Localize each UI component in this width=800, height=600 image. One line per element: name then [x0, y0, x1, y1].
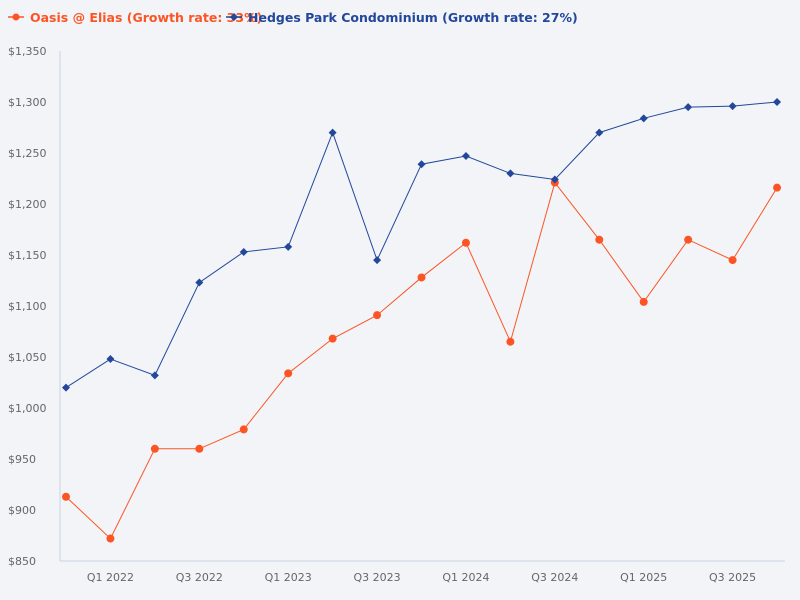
data-point[interactable]	[550, 175, 559, 184]
x-axis-ticks: Q1 2022 Q3 2022 Q1 2023 Q3 2023 Q1 2024 Q3 20…	[87, 571, 756, 584]
series-line	[65, 101, 778, 389]
y-tick-label: $850	[8, 555, 36, 568]
data-point[interactable]	[328, 128, 337, 137]
data-point[interactable]	[773, 183, 782, 192]
legend-label-oasis: Oasis @ Elias (Growth rate: 33%)	[30, 10, 262, 25]
series-line	[65, 181, 778, 540]
legend-diamond-icon	[230, 13, 238, 21]
data-point[interactable]	[284, 242, 293, 251]
data-point[interactable]	[373, 256, 382, 265]
y-tick-label: $1,250	[8, 147, 47, 160]
data-point[interactable]	[684, 235, 693, 244]
legend-item-hedges[interactable]: Hedges Park Condominium (Growth rate: 27…	[226, 10, 578, 25]
data-point[interactable]	[684, 103, 693, 112]
data-point[interactable]	[106, 534, 115, 543]
y-tick-label: $1,050	[8, 351, 47, 364]
x-tick-label: Q1 2023	[265, 571, 312, 584]
data-point[interactable]	[417, 160, 426, 169]
data-point[interactable]	[728, 102, 737, 111]
x-tick-label: Q1 2025	[620, 571, 667, 584]
data-point[interactable]	[461, 152, 470, 161]
y-axis-ticks: $850 $900 $950 $1,000 $1,050 $1,100 $1,150 $1,2…	[8, 45, 47, 568]
data-point[interactable]	[506, 337, 515, 346]
data-point[interactable]	[417, 273, 426, 282]
data-point[interactable]	[728, 256, 737, 265]
series-1	[62, 98, 782, 392]
data-point[interactable]	[595, 235, 604, 244]
data-point[interactable]	[195, 278, 204, 287]
series-0	[62, 178, 782, 543]
data-point[interactable]	[461, 238, 470, 247]
data-point[interactable]	[62, 492, 70, 501]
data-point[interactable]	[373, 311, 382, 320]
data-point[interactable]	[773, 98, 782, 106]
series-layer	[62, 98, 782, 543]
y-tick-label: $1,300	[8, 96, 47, 109]
data-point[interactable]	[639, 114, 648, 123]
data-point[interactable]	[506, 169, 515, 178]
data-point[interactable]	[150, 371, 159, 380]
data-point[interactable]	[639, 297, 648, 306]
y-tick-label: $1,350	[8, 45, 47, 58]
data-point[interactable]	[239, 247, 248, 256]
data-point[interactable]	[595, 128, 604, 137]
legend: Oasis @ Elias (Growth rate: 33%) Hedges …	[8, 10, 578, 25]
y-tick-label: $1,150	[8, 249, 47, 262]
y-tick-label: $950	[8, 453, 36, 466]
x-tick-label: Q3 2024	[531, 571, 578, 584]
data-point[interactable]	[239, 425, 248, 434]
x-tick-label: Q3 2025	[709, 571, 756, 584]
data-point[interactable]	[106, 355, 115, 364]
data-point[interactable]	[284, 369, 293, 378]
data-point[interactable]	[328, 334, 337, 343]
y-tick-label: $900	[8, 504, 36, 517]
x-tick-label: Q3 2022	[176, 571, 223, 584]
x-tick-label: Q1 2024	[442, 571, 489, 584]
y-tick-label: $1,000	[8, 402, 47, 415]
legend-circle-icon	[12, 13, 20, 21]
data-point[interactable]	[62, 383, 70, 392]
x-tick-label: Q1 2022	[87, 571, 134, 584]
legend-label-hedges: Hedges Park Condominium (Growth rate: 27…	[248, 10, 578, 25]
data-point[interactable]	[150, 444, 159, 453]
y-tick-label: $1,200	[8, 198, 47, 211]
legend-item-oasis[interactable]: Oasis @ Elias (Growth rate: 33%)	[8, 10, 262, 25]
x-tick-label: Q3 2023	[354, 571, 401, 584]
y-tick-label: $1,100	[8, 300, 47, 313]
data-point[interactable]	[195, 444, 204, 453]
